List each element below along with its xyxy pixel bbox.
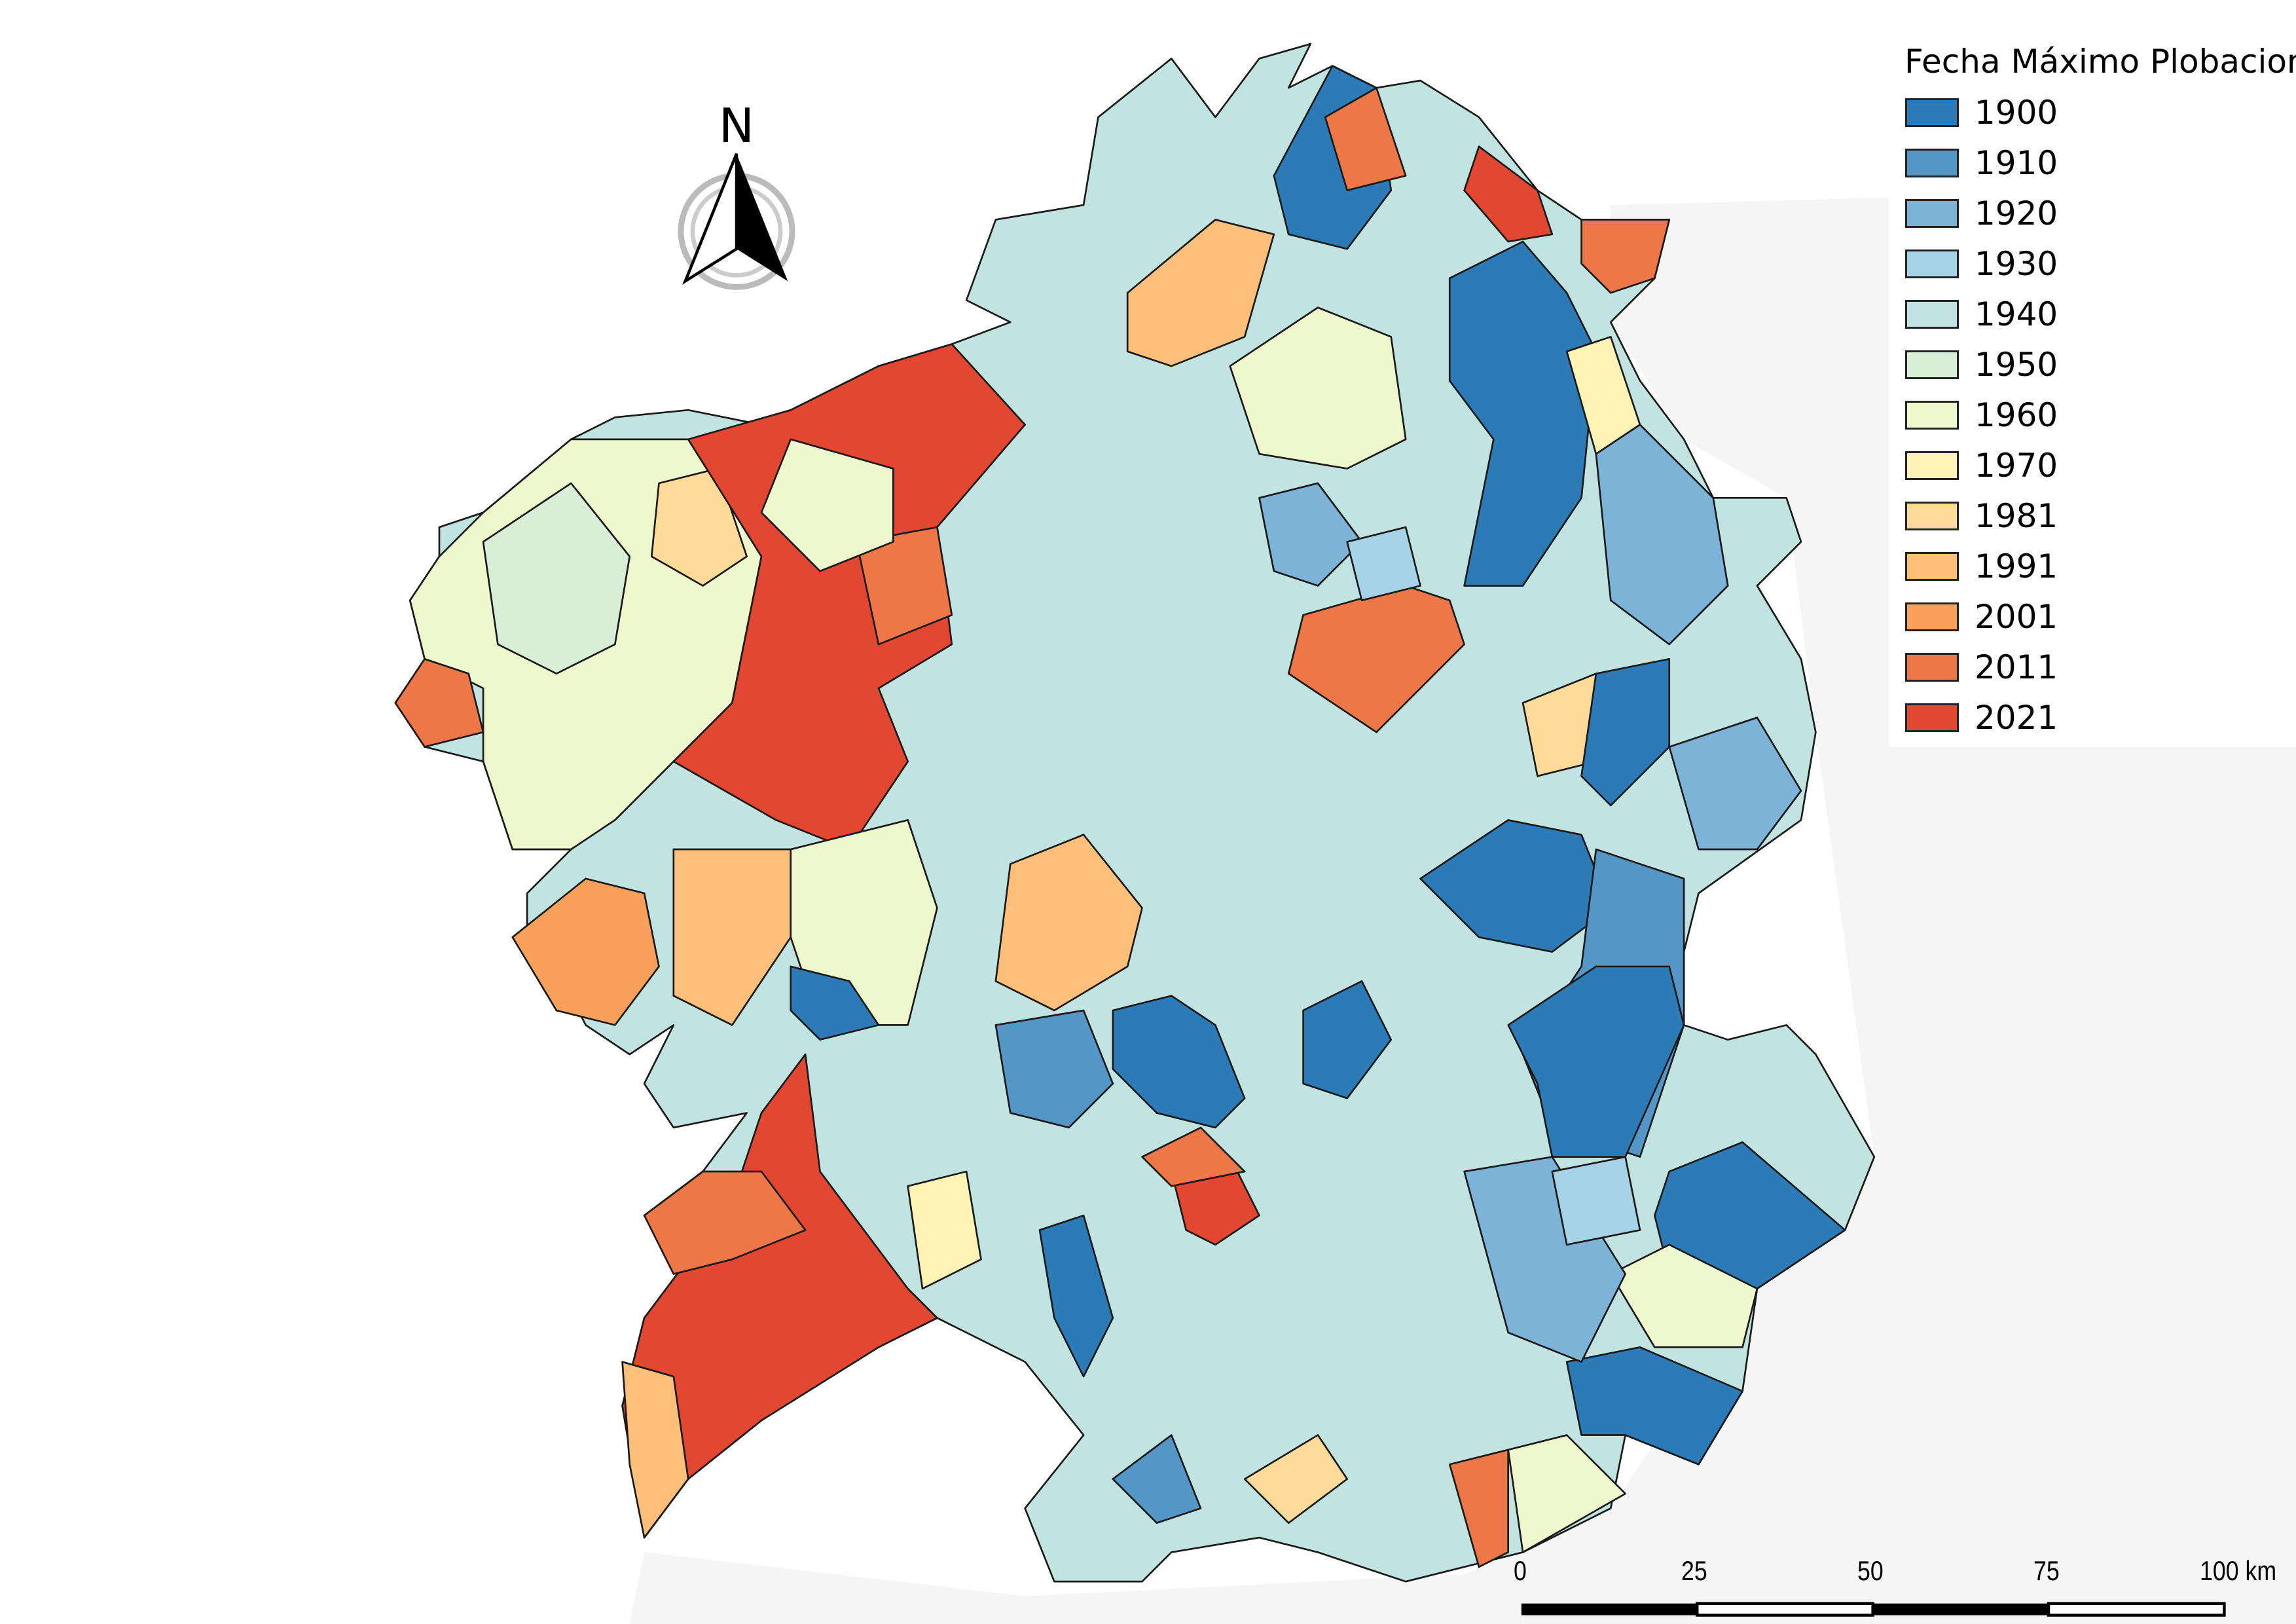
- legend-item-1950: 1950: [1905, 339, 2296, 390]
- region-2011-south: [1448, 1449, 1510, 1568]
- region-1991-southwest: [621, 1361, 689, 1539]
- legend-title: Fecha Máximo Plobacional: [1904, 43, 2296, 81]
- north-arrow: [678, 153, 795, 290]
- legend-swatch: [1905, 451, 1959, 480]
- region-1900-south-east-band: [1507, 965, 1685, 1158]
- scale-bar: [1521, 1602, 2226, 1617]
- north-arrow-label: N: [719, 98, 754, 153]
- legend-item-2001: 2001: [1905, 591, 2296, 642]
- scale-label-50: 50: [1857, 1555, 1884, 1586]
- legend-label: 1940: [1975, 295, 2058, 333]
- region-1930-southeast: [1551, 1156, 1641, 1246]
- region-1910-south-2: [1112, 1434, 1202, 1524]
- legend-swatch: [1905, 703, 1959, 732]
- region-1960-lugo: [1229, 306, 1407, 470]
- region-1900-east-strip: [1448, 240, 1597, 587]
- region-2011-coast: [394, 657, 484, 748]
- legend-label: 1960: [1975, 396, 2058, 434]
- region-1960-southeast: [1609, 1244, 1758, 1348]
- region-1920-center: [1258, 482, 1363, 587]
- region-1960-center-south: [790, 819, 938, 1026]
- legend-item-1960: 1960: [1905, 390, 2296, 440]
- legend-label: 1981: [1975, 496, 2058, 535]
- legend-item-1970: 1970: [1905, 440, 2296, 490]
- legend-item-1981: 1981: [1905, 490, 2296, 541]
- legend-swatch: [1905, 652, 1959, 682]
- region-1991-north: [1126, 219, 1275, 367]
- legend-item-1940: 1940: [1905, 289, 2296, 339]
- legend-item-1900: 1900: [1905, 87, 2296, 138]
- legend-label: 2011: [1975, 648, 2058, 686]
- region-1991-center: [994, 834, 1143, 1012]
- region-1910-south: [994, 1009, 1114, 1129]
- legend-label: 1970: [1975, 446, 2058, 485]
- neighbouring-land: [629, 197, 2296, 1624]
- region-1920-east: [1595, 424, 1729, 646]
- scale-label-0: 0: [1514, 1555, 1527, 1586]
- legend-swatch: [1905, 249, 1959, 278]
- region-1900-center-south: [1302, 980, 1393, 1099]
- region-2011-north-coast: [1324, 86, 1407, 192]
- region-2021-north: [672, 343, 1026, 851]
- legend-item-1920: 1920: [1905, 188, 2296, 238]
- legend-label: 2001: [1975, 597, 2058, 636]
- legend-swatch: [1905, 148, 1959, 177]
- region-1920-east-2: [1668, 716, 1802, 851]
- legend-label: 1950: [1975, 345, 2058, 384]
- legend-item-2011: 2011: [1905, 642, 2296, 692]
- region-2001-coast: [511, 877, 660, 1026]
- region-1900-west-south: [790, 965, 880, 1041]
- legend-swatch: [1905, 551, 1959, 581]
- legend: Fecha Máximo Plobacional 1900 1910 1920 193…: [1889, 36, 2296, 743]
- legend-label: 2021: [1975, 698, 2058, 737]
- legend-item-2021: 2021: [1905, 692, 2296, 743]
- legend-swatch: [1905, 98, 1959, 127]
- scale-label-25: 25: [1681, 1555, 1707, 1586]
- region-1950-west: [482, 482, 631, 675]
- legend-label: 1910: [1975, 143, 2058, 182]
- legend-label: 1930: [1975, 244, 2058, 283]
- region-1900-south: [1112, 995, 1246, 1129]
- region-1930-center: [1346, 526, 1421, 602]
- region-1900-south-col: [1038, 1214, 1114, 1378]
- legend-item-1910: 1910: [1905, 138, 2296, 188]
- region-1900-east: [1580, 657, 1671, 807]
- region-2011-north: [856, 526, 953, 646]
- region-1960-south: [1507, 1434, 1626, 1553]
- legend-swatch: [1905, 501, 1959, 530]
- legend-swatch: [1905, 198, 1959, 228]
- legend-swatch: [1905, 350, 1959, 379]
- region-2011-northeast: [1580, 219, 1671, 294]
- legend-item-1930: 1930: [1905, 238, 2296, 289]
- legend-label: 1920: [1975, 194, 2058, 232]
- legend-swatch: [1905, 400, 1959, 430]
- region-1991-rias: [672, 848, 792, 1026]
- region-1900-far-south: [1565, 1346, 1743, 1466]
- region-1960-center: [760, 438, 894, 572]
- legend-item-1991: 1991: [1905, 541, 2296, 591]
- legend-label: 1900: [1975, 93, 2058, 132]
- region-2011-southwest: [643, 1170, 807, 1275]
- scale-label-100: 100 km: [2200, 1555, 2277, 1586]
- region-1970-south: [907, 1170, 982, 1290]
- legend-label: 1991: [1975, 547, 2058, 585]
- region-2011-ourense: [1141, 1126, 1246, 1187]
- region-1920-southeast: [1463, 1156, 1626, 1363]
- scale-label-75: 75: [2033, 1555, 2060, 1586]
- region-1981-south: [1243, 1434, 1349, 1524]
- legend-swatch: [1905, 602, 1959, 631]
- region-2021-north-coast: [1463, 145, 1554, 243]
- legend-swatch: [1905, 299, 1959, 329]
